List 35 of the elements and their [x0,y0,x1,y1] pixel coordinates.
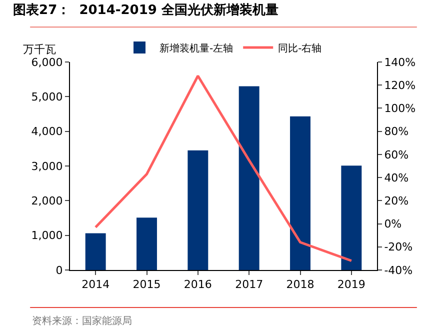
y-tick-label: 1,000 [31,229,63,242]
x-tick-label: 2018 [286,278,314,292]
y2-tick-label: -20% [384,240,413,254]
y-tick-label: 6,000 [31,56,63,69]
y-tick-label: 3,000 [31,160,63,173]
bar [238,86,260,270]
y2-tick-label: 100% [384,102,416,116]
y2-tick-label: 140% [384,56,416,69]
y2-tick-label: 0% [384,218,402,231]
x-tick-label: 2017 [235,278,264,292]
text: 资料来源：国家能源局 [32,315,132,327]
y-tick-label: 5,000 [31,90,63,104]
legend-label: 同比-右轴 [278,42,322,54]
y2-tick-label: 120% [384,78,416,92]
x-tick-label: 2014 [82,278,110,292]
y2-tick-label: -40% [384,264,413,277]
bar [188,150,208,270]
line-series [94,74,353,262]
y-axis-title: 万千瓦 [23,43,56,56]
x-tick-label: 2019 [337,278,366,292]
y2-tick-label: 40% [384,171,409,184]
y2-tick-label: 80% [384,125,409,138]
y2-tick-label: 60% [384,148,409,162]
bar [290,116,310,270]
bar [341,166,362,270]
y-tick-label: 2,000 [31,194,63,208]
legend-label: 新增装机量-左轴 [160,42,234,54]
x-tick-label: 2015 [132,278,161,292]
x-tick-label: 2016 [184,278,212,292]
chart-title: 图表27： 2014-2019 全国光伏新增装机量 [13,2,278,18]
bar [136,218,157,270]
y-tick-label: 4,000 [31,125,63,138]
y2-tick-label: 20% [384,194,409,208]
bar [85,233,106,270]
y-tick-label: 0 [56,264,63,277]
